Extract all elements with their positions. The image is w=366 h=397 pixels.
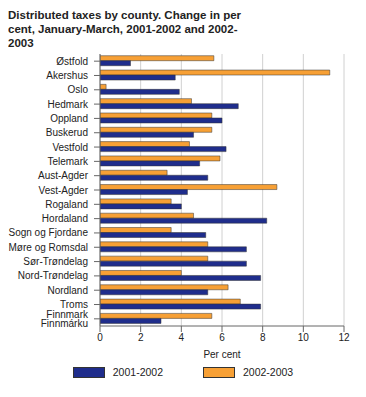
svg-text:Nordland: Nordland xyxy=(47,285,88,296)
html-text:Distributed taxes by county. C: Distributed taxes by county. Change in p… xyxy=(8,9,241,49)
svg-text:Telemark: Telemark xyxy=(47,156,89,167)
svg-text:Nord-Trøndelag: Nord-Trøndelag xyxy=(18,270,88,281)
svg-text:Sør-Trøndelag: Sør-Trøndelag xyxy=(23,256,88,267)
svg-text:0: 0 xyxy=(97,332,103,343)
svg-text:FinnmarkFinnmárku: FinnmarkFinnmárku xyxy=(41,309,89,329)
html-text:2001-2002: 2001-2002 xyxy=(112,366,163,378)
svg-text:Akershus: Akershus xyxy=(46,70,88,81)
svg-text:Østfold: Østfold xyxy=(56,56,88,67)
svg-text:Hordaland: Hordaland xyxy=(42,213,88,224)
svg-text:Aust-Agder: Aust-Agder xyxy=(38,170,89,181)
svg-text:Sogn og Fjordane: Sogn og Fjordane xyxy=(8,227,88,238)
svg-text:Oslo: Oslo xyxy=(67,84,88,95)
svg-text:2: 2 xyxy=(138,332,144,343)
svg-text:Per cent: Per cent xyxy=(203,349,240,360)
html-text:2002-2003: 2002-2003 xyxy=(243,366,294,378)
svg-text:Buskerud: Buskerud xyxy=(46,127,88,138)
svg-text:Rogaland: Rogaland xyxy=(45,199,88,210)
svg-text:Hedmark: Hedmark xyxy=(47,99,89,110)
svg-text:Troms: Troms xyxy=(60,299,88,310)
svg-text:Vest-Agder: Vest-Agder xyxy=(39,185,89,196)
svg-text:12: 12 xyxy=(338,332,350,343)
svg-text:10: 10 xyxy=(298,332,310,343)
svg-text:Møre og Romsdal: Møre og Romsdal xyxy=(9,242,88,253)
svg-text:Oppland: Oppland xyxy=(50,113,88,124)
svg-text:8: 8 xyxy=(260,332,266,343)
svg-text:6: 6 xyxy=(219,332,225,343)
svg-text:Vestfold: Vestfold xyxy=(52,142,88,153)
svg-text:4: 4 xyxy=(179,332,185,343)
